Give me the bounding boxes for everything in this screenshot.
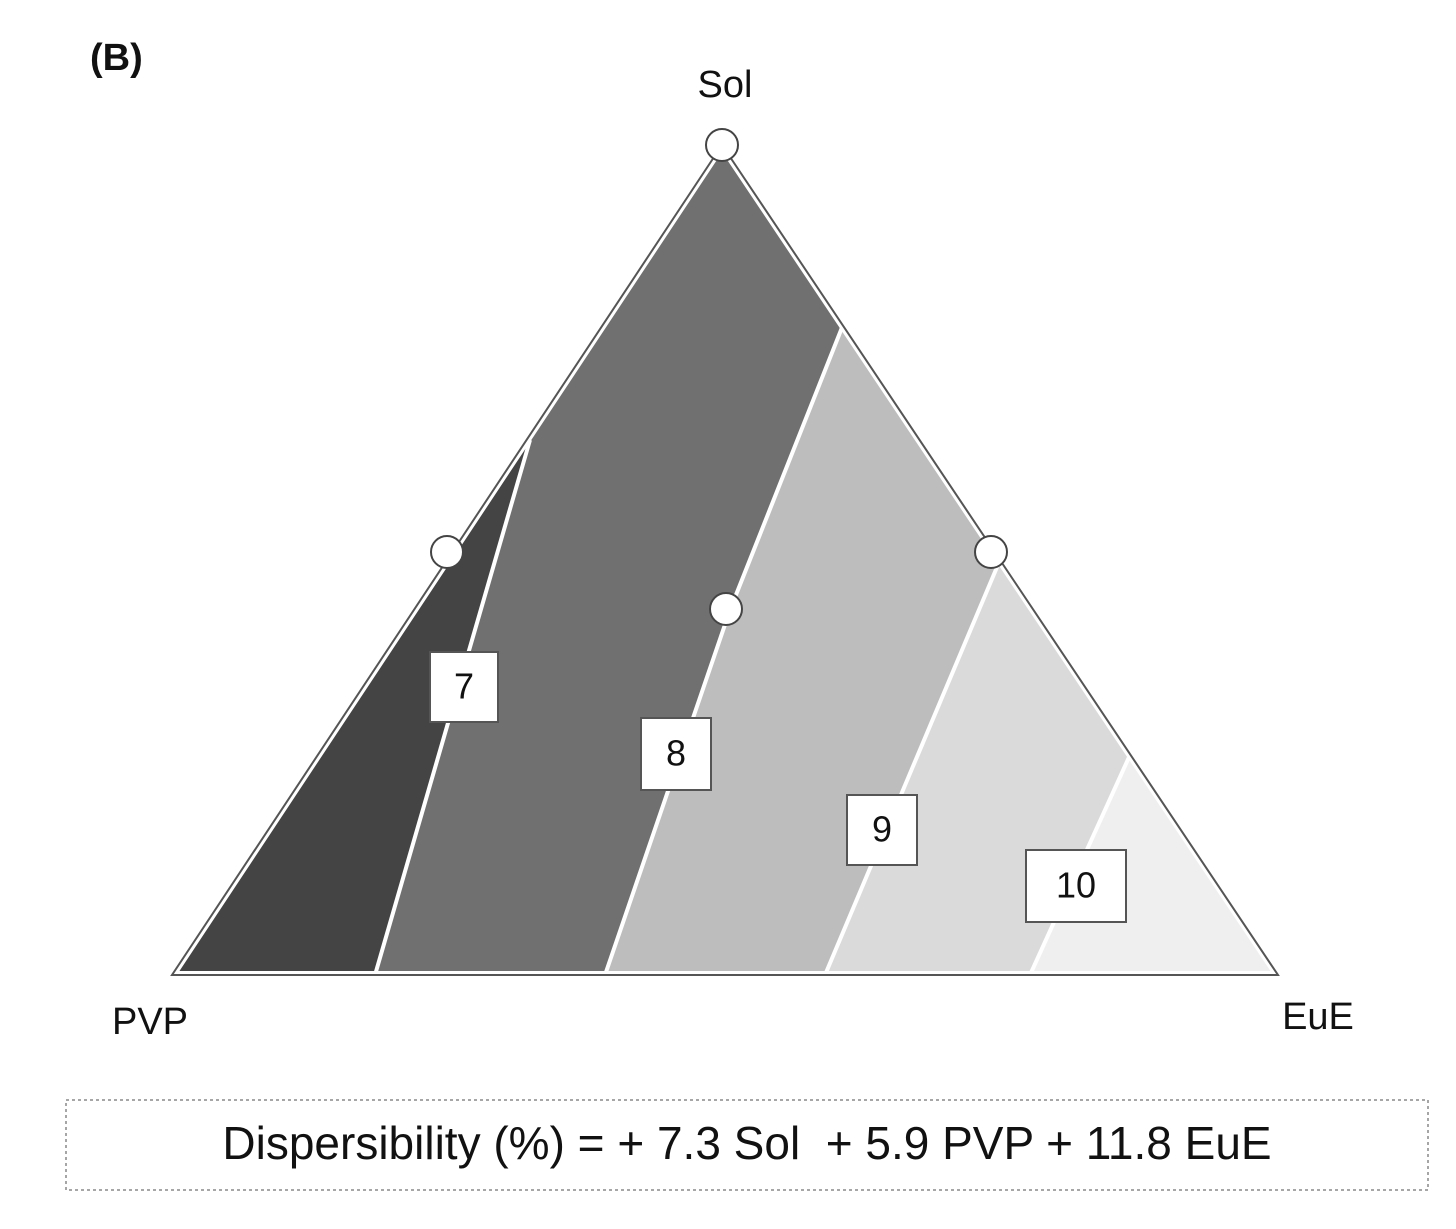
- contour-label: 7: [454, 666, 474, 707]
- contour-label: 8: [666, 733, 686, 774]
- contour-label: 10: [1056, 865, 1096, 906]
- vertex-label: Sol: [698, 64, 753, 106]
- design-point: [974, 535, 1008, 569]
- label-box: [429, 651, 499, 723]
- panel-label: (B): [90, 37, 143, 79]
- design-point: [430, 535, 464, 569]
- label-box: [846, 794, 918, 866]
- region: [375, 145, 843, 975]
- contour-label: 9: [872, 809, 892, 850]
- vertex-label: EuE: [1282, 996, 1354, 1038]
- label-box: [640, 717, 712, 791]
- vertex-label: PVP: [112, 1001, 188, 1043]
- design-point: [705, 128, 739, 162]
- design-point: [709, 592, 743, 626]
- region: [605, 325, 1000, 975]
- equation-box: [65, 1099, 1429, 1191]
- label-box: [1025, 849, 1127, 923]
- equation: Dispersibility (%) = + 7.3 Sol + 5.9 PVP…: [222, 1117, 1271, 1169]
- contour-line: [823, 559, 1002, 976]
